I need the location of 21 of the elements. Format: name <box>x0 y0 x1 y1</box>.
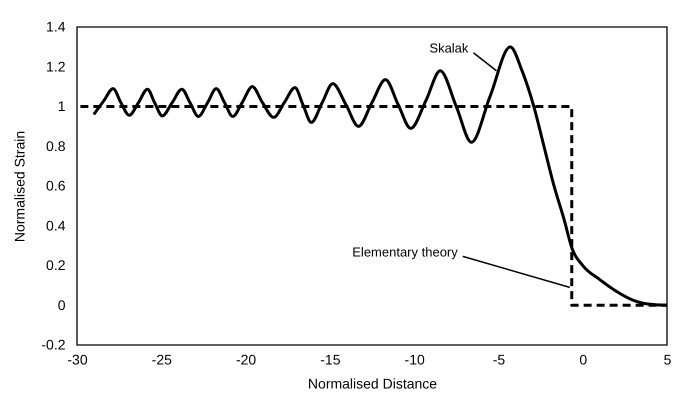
y-tick-label: 0.6 <box>46 178 66 194</box>
y-tick-label: 1 <box>58 98 66 114</box>
x-axis-title: Normalised Distance <box>308 376 438 392</box>
annotation: Elementary theory <box>352 244 458 260</box>
y-tick-label: 1.2 <box>46 58 66 74</box>
x-tick-label: -25 <box>152 352 172 368</box>
y-tick-label: 0 <box>58 296 66 313</box>
y-tick-label: 0.4 <box>46 217 66 234</box>
x-tick-label: 5 <box>664 352 672 368</box>
x-tick-label: -5 <box>492 352 506 368</box>
y-tick-label: -0.2 <box>41 336 66 352</box>
y-axis-title: Normalised Strain <box>11 130 28 242</box>
annotation: Skalak <box>429 40 469 56</box>
x-tick-label: 0 <box>579 352 588 368</box>
y-tick-label: 1.4 <box>46 18 66 34</box>
x-tick-label: -15 <box>320 352 341 368</box>
y-tick-label: 0.2 <box>46 257 66 273</box>
x-tick-label: -20 <box>236 352 256 368</box>
y-tick-label: 0.8 <box>46 138 66 154</box>
x-tick-label: -10 <box>404 352 425 368</box>
x-tick-label: -30 <box>67 352 88 368</box>
